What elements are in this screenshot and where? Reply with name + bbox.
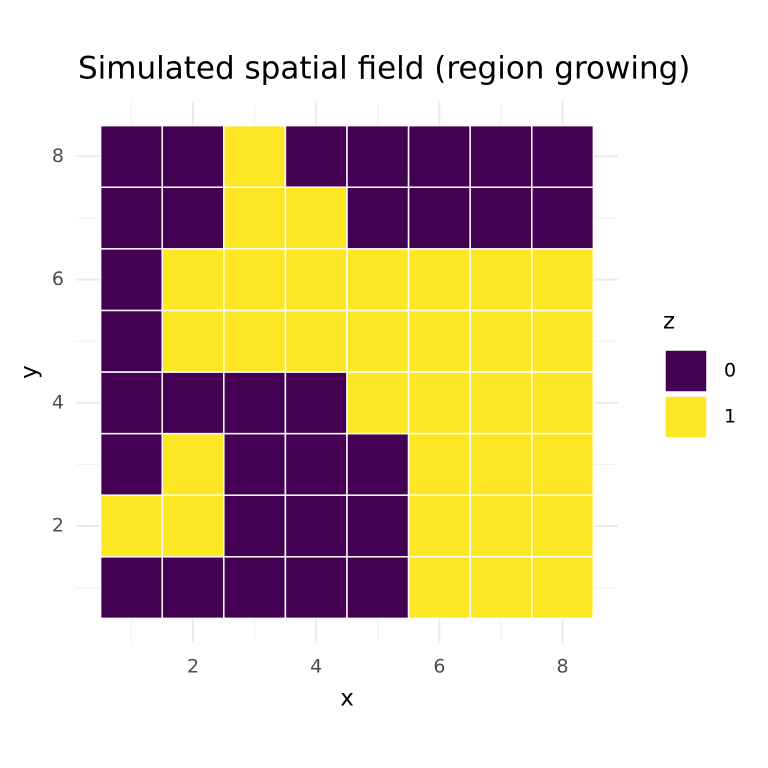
x-tick-label: 8: [557, 656, 569, 678]
tile: [531, 124, 595, 188]
tile: [99, 309, 163, 373]
x-tick-label: 4: [310, 656, 322, 678]
y-tick-label: 8: [52, 145, 64, 167]
tile: [469, 248, 533, 312]
tile: [161, 186, 225, 250]
chart-title: Simulated spatial field (region growing): [78, 51, 690, 87]
legend-label: 0: [724, 360, 736, 382]
x-tick-label: 2: [187, 656, 199, 678]
tile: [531, 556, 595, 620]
tile: [284, 432, 348, 496]
tile: [531, 309, 595, 373]
tile: [407, 432, 471, 496]
tile: [531, 248, 595, 312]
tile: [469, 556, 533, 620]
legend-label: 1: [724, 406, 736, 428]
tile: [161, 494, 225, 558]
tile: [223, 248, 287, 312]
x-tick-label: 6: [433, 656, 445, 678]
tile: [223, 309, 287, 373]
tile: [284, 186, 348, 250]
tile: [161, 309, 225, 373]
tile: [346, 186, 410, 250]
tile: [223, 432, 287, 496]
tile: [346, 556, 410, 620]
tile: [99, 248, 163, 312]
tile: [161, 432, 225, 496]
tile: [346, 248, 410, 312]
tile: [407, 248, 471, 312]
tile: [531, 494, 595, 558]
tile: [284, 248, 348, 312]
tile: [407, 371, 471, 435]
tile: [346, 432, 410, 496]
tile: [346, 309, 410, 373]
tile: [531, 432, 595, 496]
tile: [346, 124, 410, 188]
tile: [284, 124, 348, 188]
tile: [99, 371, 163, 435]
tile: [469, 371, 533, 435]
tile: [469, 309, 533, 373]
legend-key: [664, 395, 708, 439]
tile: [469, 494, 533, 558]
tile: [469, 432, 533, 496]
tile: [161, 248, 225, 312]
tile: [223, 124, 287, 188]
tile: [223, 371, 287, 435]
tile: [346, 371, 410, 435]
tile: [407, 186, 471, 250]
legend-key: [664, 349, 708, 393]
y-axis-label: y: [17, 365, 43, 379]
tile: [531, 371, 595, 435]
tile: [284, 371, 348, 435]
tile: [223, 556, 287, 620]
tile: [161, 556, 225, 620]
tile: [161, 371, 225, 435]
tile: [407, 494, 471, 558]
y-tick-label: 4: [52, 391, 64, 413]
tile: [407, 124, 471, 188]
tile: [284, 494, 348, 558]
tile: [469, 124, 533, 188]
tile: [531, 186, 595, 250]
tile: [407, 556, 471, 620]
tile: [99, 186, 163, 250]
y-tick-label: 6: [52, 268, 64, 290]
tile: [223, 186, 287, 250]
tile: [99, 124, 163, 188]
x-axis-label: x: [340, 686, 354, 712]
y-tick-label: 2: [52, 514, 64, 536]
tile: [223, 494, 287, 558]
tile: [161, 124, 225, 188]
tile: [284, 309, 348, 373]
tile: [99, 494, 163, 558]
tile: [99, 432, 163, 496]
tile: [284, 556, 348, 620]
tile: [469, 186, 533, 250]
tile: [99, 556, 163, 620]
tile: [346, 494, 410, 558]
legend-title: z: [663, 309, 675, 335]
tile: [407, 309, 471, 373]
